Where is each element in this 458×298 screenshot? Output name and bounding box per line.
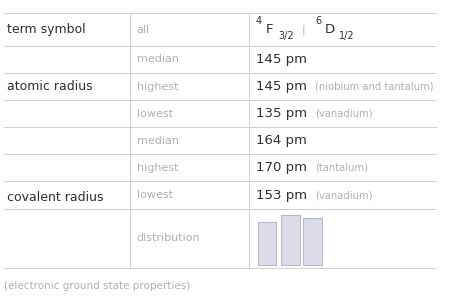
Text: 1/2: 1/2 xyxy=(339,31,355,41)
Text: (niobium and tantalum): (niobium and tantalum) xyxy=(315,82,434,91)
Text: highest: highest xyxy=(136,163,178,173)
Text: 164 pm: 164 pm xyxy=(256,134,306,147)
Text: |: | xyxy=(302,24,305,35)
Text: 4: 4 xyxy=(256,16,262,26)
Text: distribution: distribution xyxy=(136,233,200,243)
Text: 145 pm: 145 pm xyxy=(256,53,306,66)
Text: (vanadium): (vanadium) xyxy=(315,190,372,200)
Text: atomic radius: atomic radius xyxy=(6,80,92,93)
Bar xyxy=(258,222,276,265)
Text: median: median xyxy=(136,55,179,64)
Bar xyxy=(281,215,300,265)
Text: (vanadium): (vanadium) xyxy=(315,109,372,119)
Text: F: F xyxy=(265,23,273,36)
Text: lowest: lowest xyxy=(136,190,173,200)
Text: all: all xyxy=(136,25,150,35)
Text: 153 pm: 153 pm xyxy=(256,189,307,201)
Bar xyxy=(303,218,322,265)
Text: median: median xyxy=(136,136,179,146)
Text: D: D xyxy=(325,23,335,36)
Text: (electronic ground state properties): (electronic ground state properties) xyxy=(5,280,191,291)
Text: 170 pm: 170 pm xyxy=(256,162,306,174)
Text: 135 pm: 135 pm xyxy=(256,107,307,120)
Text: lowest: lowest xyxy=(136,109,173,119)
Text: 3/2: 3/2 xyxy=(278,31,294,41)
Text: covalent radius: covalent radius xyxy=(6,191,103,204)
Text: 145 pm: 145 pm xyxy=(256,80,306,93)
Text: (tantalum): (tantalum) xyxy=(315,163,368,173)
Text: 6: 6 xyxy=(315,16,321,26)
Text: term symbol: term symbol xyxy=(6,23,85,36)
Text: highest: highest xyxy=(136,82,178,91)
